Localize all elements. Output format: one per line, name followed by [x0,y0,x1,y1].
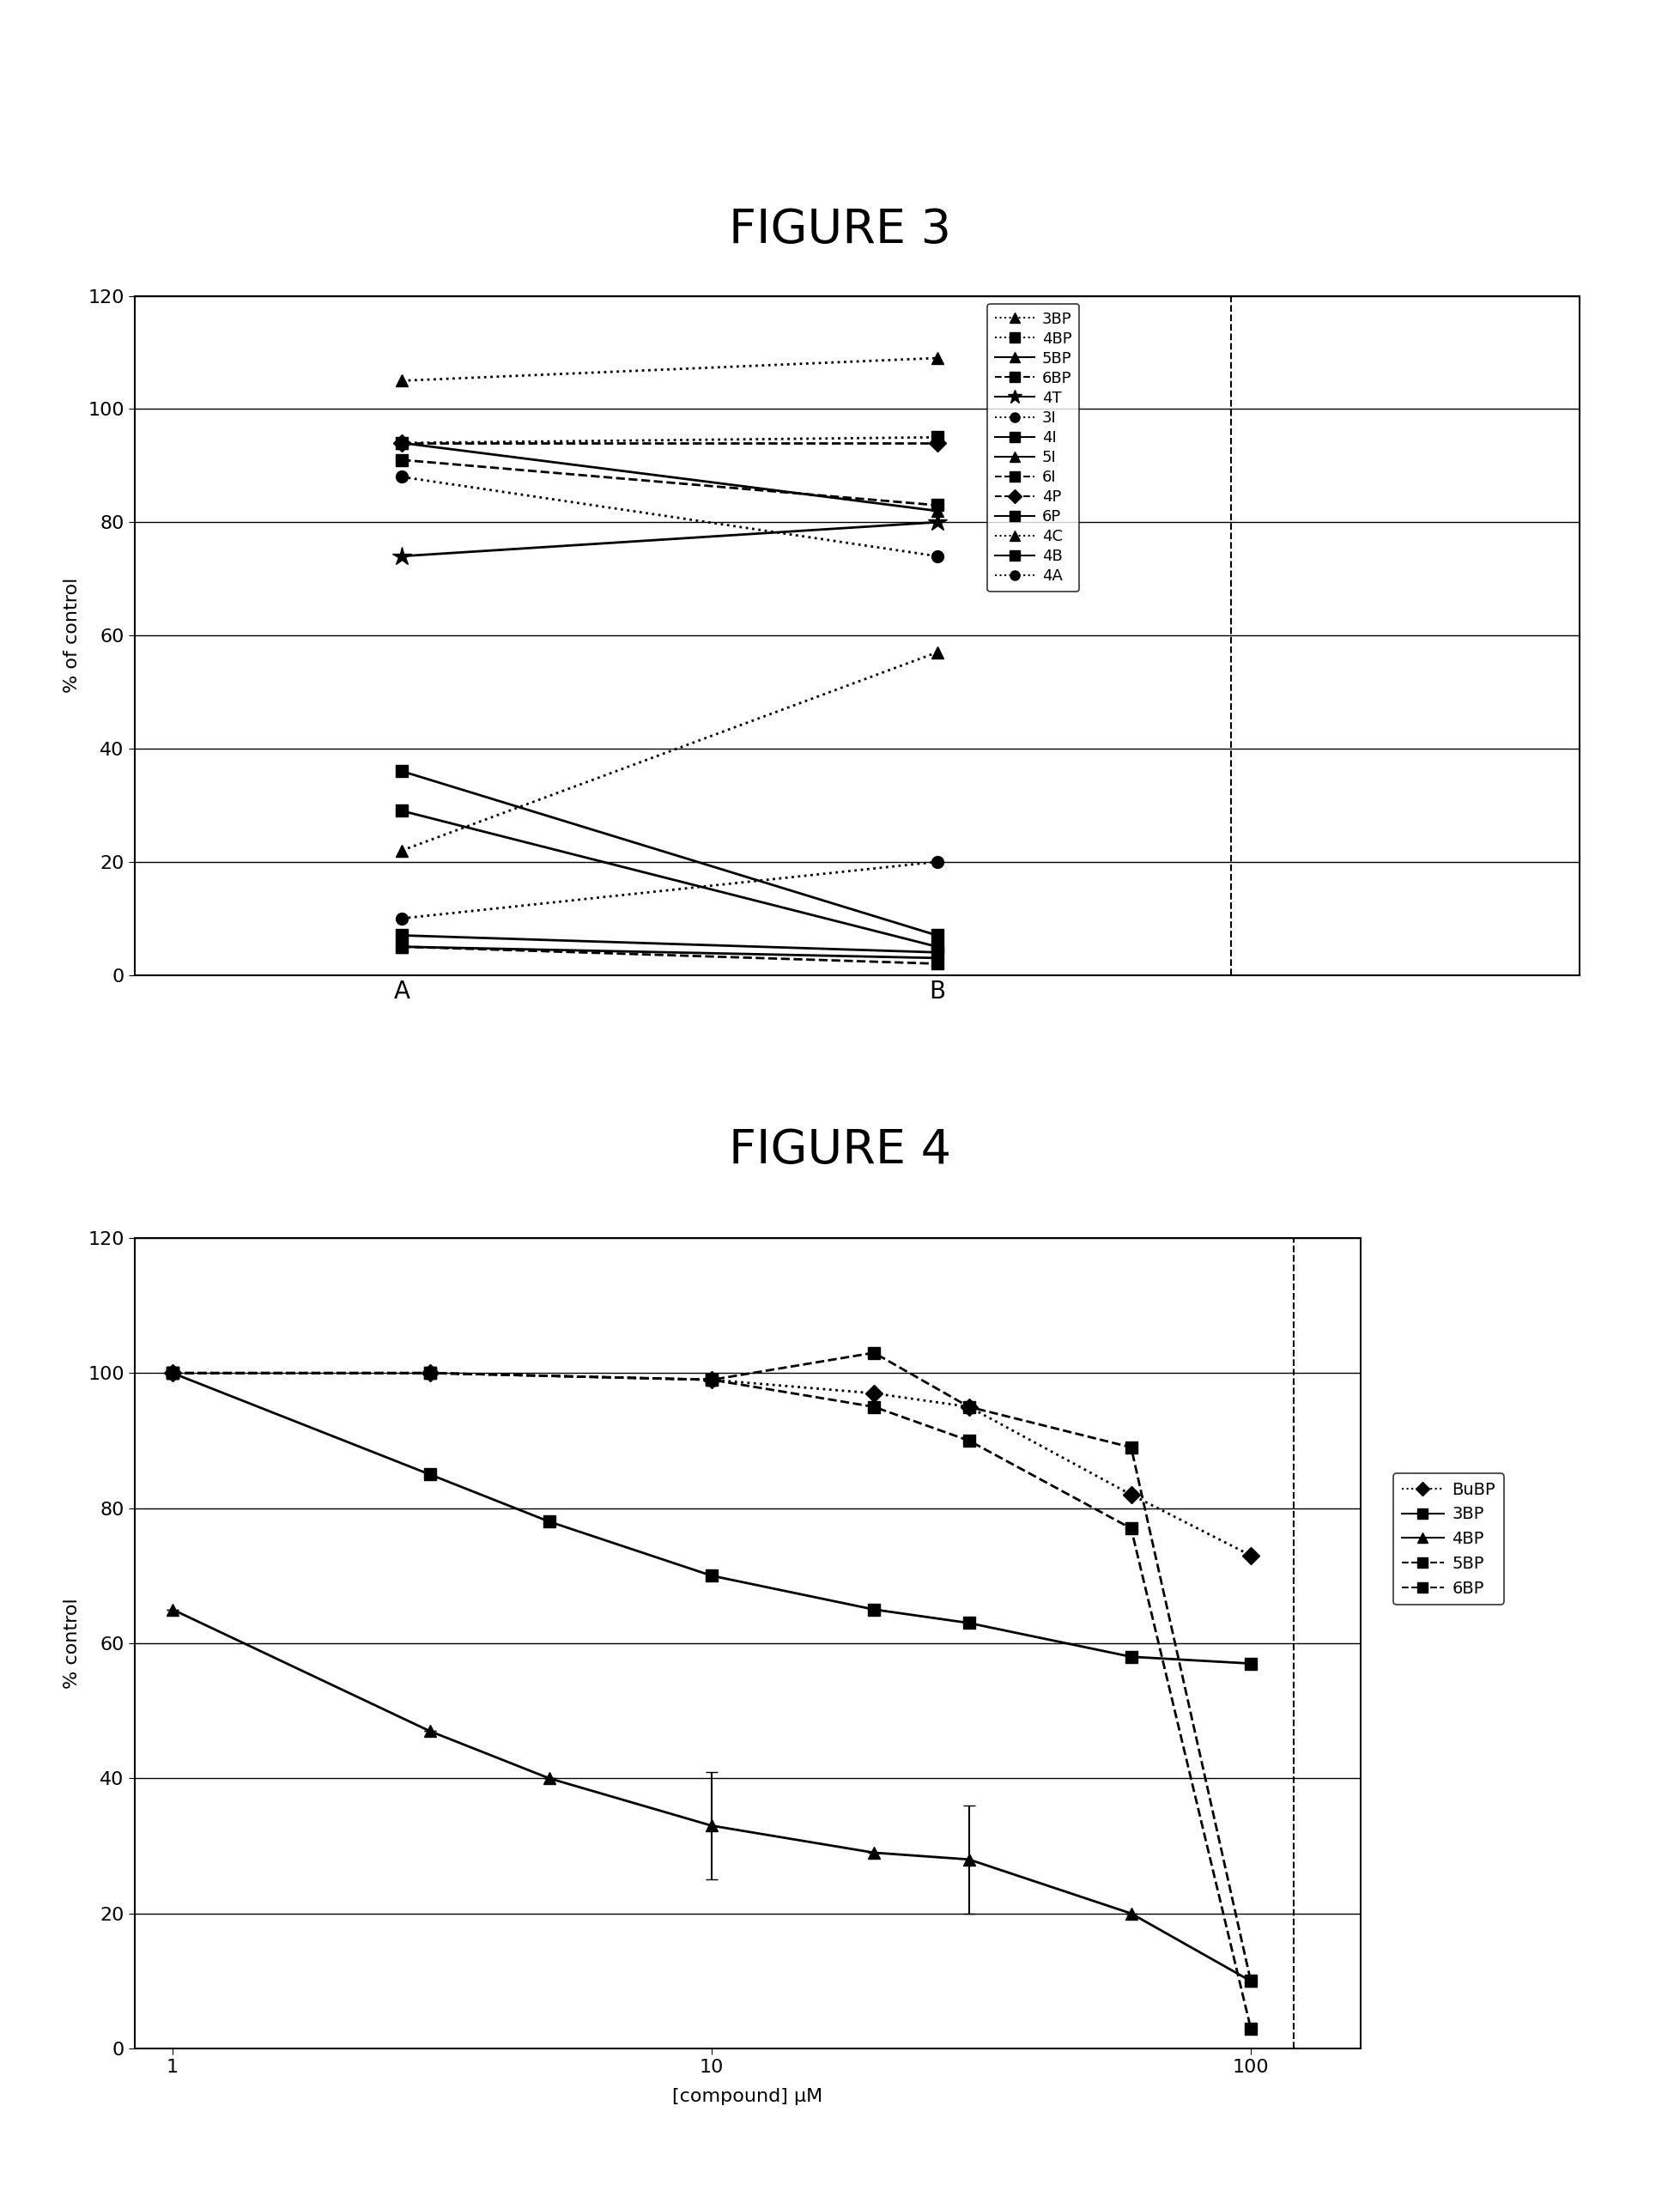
Text: FIGURE 4: FIGURE 4 [729,1126,951,1174]
Y-axis label: % control: % control [64,1597,81,1689]
Y-axis label: % of control: % of control [64,578,81,692]
Text: FIGURE 3: FIGURE 3 [729,206,951,254]
Legend: BuBP, 3BP, 4BP, 5BP, 6BP: BuBP, 3BP, 4BP, 5BP, 6BP [1394,1472,1504,1604]
Legend: 3BP, 4BP, 5BP, 6BP, 4T, 3I, 4I, 5I, 6I, 4P, 6P, 4C, 4B, 4A: 3BP, 4BP, 5BP, 6BP, 4T, 3I, 4I, 5I, 6I, … [988,305,1079,592]
X-axis label: [compound] μM: [compound] μM [672,2088,823,2106]
